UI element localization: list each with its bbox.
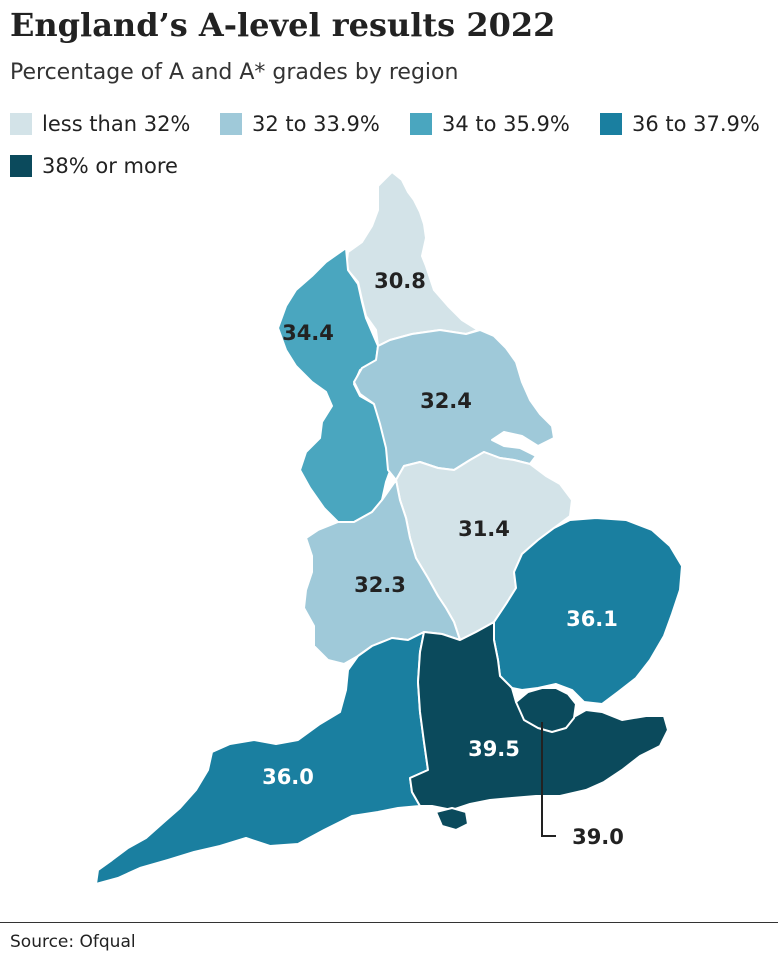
source-note: Source: Ofqual <box>10 932 136 952</box>
legend-swatch <box>600 113 622 135</box>
region-label-east-of-england: 36.1 <box>566 607 618 631</box>
region-label-south-east: 39.5 <box>468 737 520 761</box>
region-label-north-west: 34.4 <box>282 321 334 345</box>
legend-label: less than 32% <box>42 112 191 136</box>
region-south-west <box>95 631 429 885</box>
region-london <box>515 687 577 733</box>
region-label-north-east: 30.8 <box>374 269 426 293</box>
legend-item-less-than-32: less than 32% <box>10 112 190 136</box>
legend-label: 34 to 35.9% <box>442 112 570 136</box>
region-label-yorkshire: 32.4 <box>420 389 472 413</box>
chart-title: England’s A-level results 2022 <box>10 6 556 44</box>
region-label-west-midlands: 32.3 <box>354 573 406 597</box>
region-label-south-west: 36.0 <box>262 765 314 789</box>
region-label-east-midlands: 31.4 <box>458 517 510 541</box>
region-label-london: 39.0 <box>572 825 624 849</box>
region-isle-of-wight <box>435 807 469 831</box>
legend-label: 38% or more <box>42 154 178 178</box>
london-leader-line <box>541 722 556 837</box>
legend-swatch <box>220 113 242 135</box>
legend-label: 32 to 33.9% <box>252 112 380 136</box>
legend-item-36-to-37-9: 36 to 37.9% <box>600 112 760 136</box>
region-yorkshire <box>353 329 555 481</box>
source-divider <box>0 922 778 923</box>
legend-item-32-to-33-9: 32 to 33.9% <box>220 112 380 136</box>
legend-swatch <box>10 155 32 177</box>
legend-item-38-or-more: 38% or more <box>10 154 178 178</box>
legend-swatch <box>10 113 32 135</box>
england-region-map: 30.8 34.4 32.4 31.4 32.3 36.1 36.0 39.5 … <box>95 171 683 885</box>
legend-item-34-to-35-9: 34 to 35.9% <box>410 112 570 136</box>
legend-label: 36 to 37.9% <box>632 112 760 136</box>
legend-swatch <box>410 113 432 135</box>
region-south-east <box>409 621 669 811</box>
chart-subtitle: Percentage of A and A* grades by region <box>10 60 459 85</box>
